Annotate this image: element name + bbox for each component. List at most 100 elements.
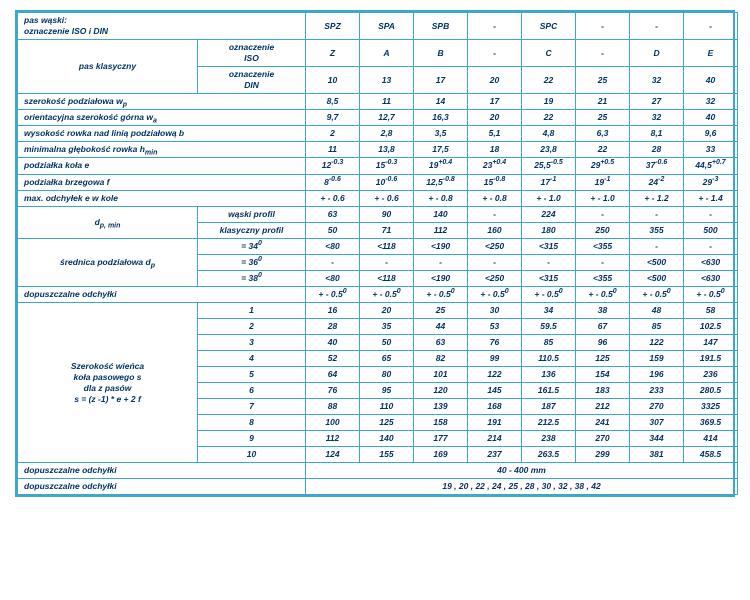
- data-cell: 23,8: [522, 142, 576, 158]
- data-cell: 212.5: [522, 415, 576, 431]
- waski-profil: wąski profil: [198, 206, 306, 222]
- data-cell: 35: [360, 318, 414, 334]
- col-spc: SPC: [522, 13, 576, 40]
- wienca-n: 1: [198, 302, 306, 318]
- param-label: wysokość rowka nad linią podziałową b: [18, 126, 306, 142]
- data-cell: 280.5: [684, 383, 738, 399]
- data-cell: 18: [468, 142, 522, 158]
- data-cell: 38: [576, 302, 630, 318]
- data-cell: 3325: [684, 399, 738, 415]
- data-cell: 241: [576, 415, 630, 431]
- data-cell: 168: [468, 399, 522, 415]
- data-cell: 32: [684, 94, 738, 110]
- data-cell: 17-1: [522, 174, 576, 190]
- header-pas-klasyczny: pas klasyczny: [18, 40, 198, 94]
- main-table: pas wąski:oznaczenie ISO i DIN SPZ SPA S…: [17, 12, 738, 495]
- data-cell: 140: [360, 431, 414, 447]
- data-cell: 30: [468, 302, 522, 318]
- data-cell: 80: [360, 367, 414, 383]
- data-cell: 44,5+0.7: [684, 158, 738, 174]
- data-cell: 82: [414, 351, 468, 367]
- data-cell: 33: [684, 142, 738, 158]
- data-cell: 64: [306, 367, 360, 383]
- data-cell: 112: [306, 431, 360, 447]
- data-cell: 88: [306, 399, 360, 415]
- data-cell: 2: [306, 126, 360, 142]
- col-spa: SPA: [360, 13, 414, 40]
- data-cell: 14: [414, 94, 468, 110]
- data-cell: 3,5: [414, 126, 468, 142]
- data-cell: 122: [630, 334, 684, 350]
- data-cell: 233: [630, 383, 684, 399]
- data-cell: 458.5: [684, 447, 738, 463]
- data-cell: 22: [576, 142, 630, 158]
- data-cell: 17,5: [414, 142, 468, 158]
- param-label: podziałka koła e: [18, 158, 306, 174]
- data-cell: 270: [630, 399, 684, 415]
- dopusz1-label: dopuszczalne odchyłki: [18, 286, 306, 302]
- data-cell: 139: [414, 399, 468, 415]
- dopusz2-text: 40 - 400 mm: [306, 463, 738, 479]
- srednica-label: średnica podziałowa dp: [18, 238, 198, 286]
- data-cell: 95: [360, 383, 414, 399]
- klasyczny-profil: klasyczny profil: [198, 222, 306, 238]
- data-cell: 15-0.8: [468, 174, 522, 190]
- data-cell: 196: [630, 367, 684, 383]
- wienca-n: 4: [198, 351, 306, 367]
- col-dash2: -: [576, 13, 630, 40]
- data-cell: 214: [468, 431, 522, 447]
- data-cell: 65: [360, 351, 414, 367]
- data-cell: 125: [576, 351, 630, 367]
- dp-min-label: dp, min: [18, 206, 198, 238]
- data-cell: 120: [414, 383, 468, 399]
- wienca-n: 7: [198, 399, 306, 415]
- param-label: podziałka brzegowa f: [18, 174, 306, 190]
- data-cell: 37-0.6: [630, 158, 684, 174]
- data-cell: 76: [306, 383, 360, 399]
- dopusz2-label: dopuszczalne odchyłki: [18, 463, 306, 479]
- data-cell: 414: [684, 431, 738, 447]
- data-cell: 52: [306, 351, 360, 367]
- data-cell: 99: [468, 351, 522, 367]
- param-label: orientacyjna szerokość górna wa: [18, 110, 306, 126]
- data-cell: 16,3: [414, 110, 468, 126]
- dopusz3-label: dopuszczalne odchyłki: [18, 479, 306, 495]
- col-dash1: -: [468, 13, 522, 40]
- data-cell: 237: [468, 447, 522, 463]
- data-cell: 381: [630, 447, 684, 463]
- sub-oznaczenie-iso: oznaczenieISO: [198, 40, 306, 67]
- wienca-n: 8: [198, 415, 306, 431]
- data-cell: 5,1: [468, 126, 522, 142]
- data-cell: 191: [468, 415, 522, 431]
- data-cell: 9,7: [306, 110, 360, 126]
- data-cell: 12-0.3: [306, 158, 360, 174]
- data-cell: 110: [360, 399, 414, 415]
- data-cell: 20: [468, 110, 522, 126]
- data-cell: 25: [576, 110, 630, 126]
- dopusz3-text: 19 , 20 , 22 , 24 , 25 , 28 , 30 , 32 , …: [306, 479, 738, 495]
- data-cell: 12,7: [360, 110, 414, 126]
- data-cell: 32: [630, 110, 684, 126]
- data-cell: 13,8: [360, 142, 414, 158]
- param-label: max. odchyłek e w kole: [18, 190, 306, 206]
- wienca-n: 9: [198, 431, 306, 447]
- col-spb: SPB: [414, 13, 468, 40]
- data-cell: 191.5: [684, 351, 738, 367]
- data-cell: 183: [576, 383, 630, 399]
- data-cell: 122: [468, 367, 522, 383]
- data-cell: + - 1.2: [630, 190, 684, 206]
- data-cell: 212: [576, 399, 630, 415]
- data-cell: 147: [684, 334, 738, 350]
- data-cell: 8,1: [630, 126, 684, 142]
- data-cell: 59.5: [522, 318, 576, 334]
- sub-oznaczenie-din: oznaczenieDIN: [198, 67, 306, 94]
- data-cell: 40: [306, 334, 360, 350]
- angle-36: = 360: [198, 254, 306, 270]
- data-cell: 125: [360, 415, 414, 431]
- data-cell: 236: [684, 367, 738, 383]
- data-cell: 96: [576, 334, 630, 350]
- data-cell: 307: [630, 415, 684, 431]
- data-cell: 158: [414, 415, 468, 431]
- param-label: szerokość podziałowa wp: [18, 94, 306, 110]
- data-cell: 63: [414, 334, 468, 350]
